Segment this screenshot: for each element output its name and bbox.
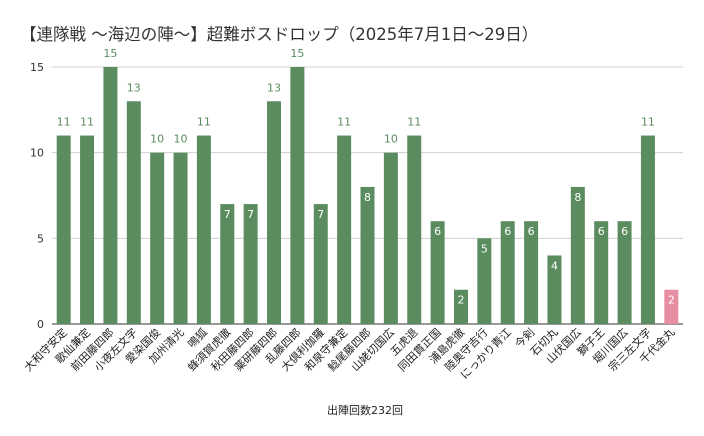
x-axis-label: 出陣回数232回	[327, 403, 403, 417]
data-label: 7	[224, 208, 231, 221]
data-label: 13	[127, 81, 141, 94]
data-label: 7	[317, 208, 324, 221]
bar	[290, 67, 305, 324]
data-label: 5	[481, 242, 488, 255]
y-tick-label: 10	[30, 147, 44, 160]
bar	[407, 135, 422, 324]
data-label: 10	[384, 133, 398, 146]
data-label: 7	[247, 208, 254, 221]
bar	[267, 101, 282, 325]
data-label: 11	[197, 116, 211, 129]
data-label: 15	[290, 47, 304, 60]
bar	[640, 135, 655, 324]
data-label: 11	[80, 116, 94, 129]
data-label: 2	[668, 294, 675, 307]
data-label: 4	[551, 259, 558, 272]
data-label: 6	[504, 225, 511, 238]
bar	[617, 221, 632, 324]
bar	[150, 152, 165, 324]
data-label: 11	[407, 116, 421, 129]
data-label: 15	[103, 47, 117, 60]
bar	[126, 101, 141, 325]
bar	[524, 221, 539, 324]
bar	[453, 289, 468, 324]
bar	[664, 289, 679, 324]
bar	[80, 135, 95, 324]
bar	[383, 152, 398, 324]
data-label: 6	[598, 225, 605, 238]
data-label: 11	[337, 116, 351, 129]
data-label: 13	[267, 81, 281, 94]
data-label: 10	[174, 133, 188, 146]
data-label: 10	[150, 133, 164, 146]
bar	[313, 204, 328, 324]
data-label: 8	[364, 191, 371, 204]
bar	[477, 238, 492, 324]
chart-title: 【連隊戦 ～海辺の陣～】超難ボスドロップ（2025年7月1日～29日）	[20, 25, 538, 44]
bar	[196, 135, 211, 324]
data-label: 2	[457, 294, 464, 307]
bar	[570, 186, 585, 324]
y-tick-label: 0	[37, 318, 44, 331]
bar	[220, 204, 235, 324]
data-label: 8	[574, 191, 581, 204]
y-tick-label: 15	[30, 61, 44, 74]
bar	[103, 67, 118, 324]
data-label: 11	[57, 116, 71, 129]
bar	[360, 186, 375, 324]
bar	[547, 255, 562, 324]
data-label: 6	[434, 225, 441, 238]
bar	[56, 135, 71, 324]
data-label: 11	[641, 116, 655, 129]
bar	[500, 221, 515, 324]
bar	[243, 204, 258, 324]
bar	[173, 152, 188, 324]
bar	[337, 135, 352, 324]
data-label: 6	[528, 225, 535, 238]
bar	[594, 221, 609, 324]
y-tick-label: 5	[37, 232, 44, 245]
data-label: 6	[621, 225, 628, 238]
bar	[430, 221, 445, 324]
